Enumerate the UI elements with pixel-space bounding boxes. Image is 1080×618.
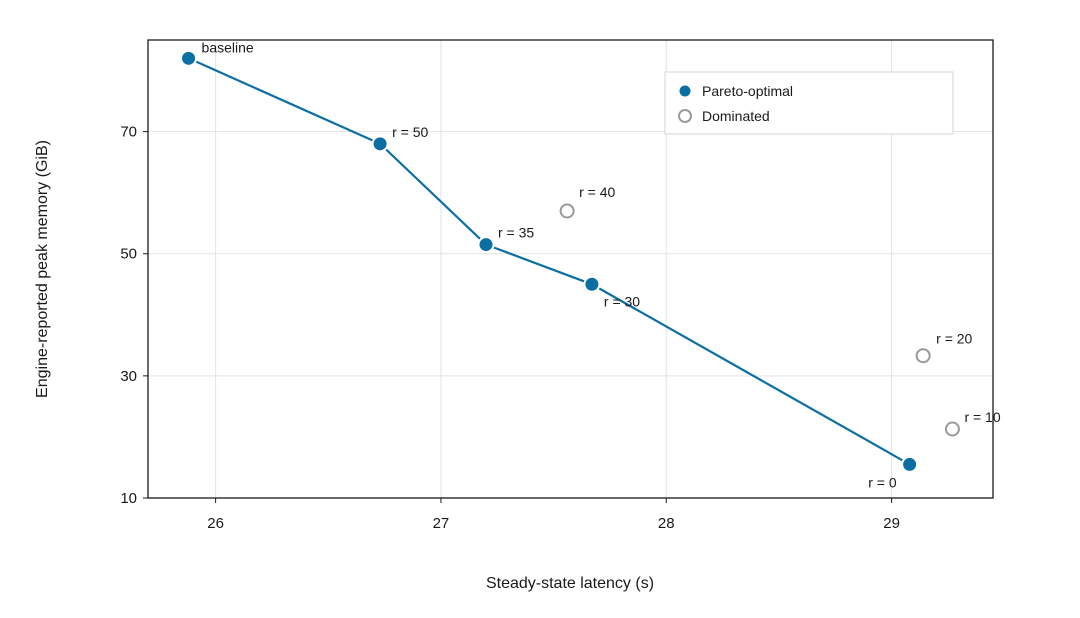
legend: Pareto-optimal Dominated	[664, 71, 954, 135]
dominated-point	[559, 203, 575, 219]
pareto-point	[180, 49, 198, 67]
pareto-point	[371, 135, 389, 153]
pareto-point	[901, 455, 919, 473]
x-tick-label: 28	[658, 515, 675, 532]
plot-frame	[147, 39, 994, 499]
point-labels: baseline r = 50 r = 35 r = 30 r = 0 r = 40 r =…	[202, 39, 1001, 490]
y-tick-label: 70	[120, 124, 137, 141]
y-axis-title: Engine-reported peak memory (GiB)	[34, 140, 51, 398]
point-label: r = 20	[936, 331, 972, 347]
pareto-point	[477, 236, 495, 254]
pareto-point	[583, 275, 601, 293]
y-tick-label: 10	[120, 490, 137, 507]
x-tick-label: 26	[207, 515, 224, 532]
point-label: r = 30	[604, 293, 640, 309]
dominated-point	[944, 421, 960, 437]
x-tick-label: 29	[883, 515, 900, 532]
legend-marker-dominated	[678, 109, 692, 123]
point-label: r = 40	[579, 184, 615, 200]
legend-label-pareto: Pareto-optimal	[702, 83, 793, 99]
legend-marker-pareto	[679, 85, 691, 97]
point-label: r = 10	[964, 409, 1000, 425]
legend-label-dominated: Dominated	[702, 108, 770, 124]
point-label: r = 35	[498, 225, 534, 241]
point-label: r = 50	[392, 124, 428, 140]
tick-labels: 26 27 28 29 10 30 50 70	[120, 124, 900, 532]
y-tick-label: 30	[120, 368, 137, 385]
x-axis-title: Steady-state latency (s)	[486, 575, 654, 592]
point-label: r = 0	[868, 474, 897, 490]
y-tick-label: 50	[120, 246, 137, 263]
dominated-point	[915, 348, 931, 364]
point-label: baseline	[202, 39, 254, 55]
legend-box	[664, 71, 954, 135]
data-points	[180, 49, 960, 473]
x-tick-label: 27	[433, 515, 450, 532]
